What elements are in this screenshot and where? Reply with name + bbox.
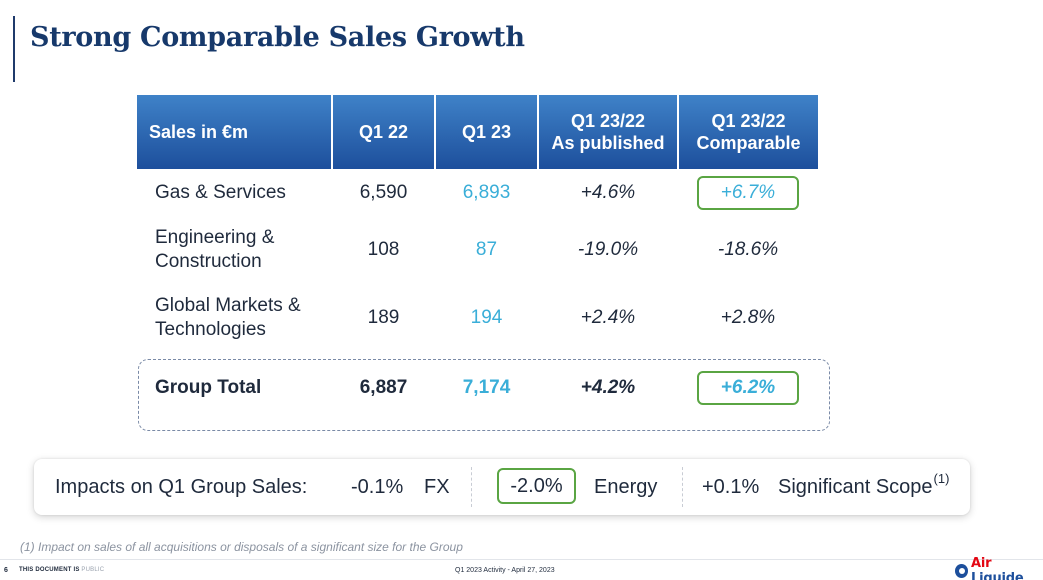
comparable-highlight-box: +6.2%: [697, 371, 799, 405]
header-published-line2: As published: [551, 133, 665, 153]
row-label-line2: Construction: [155, 251, 262, 272]
group-total-frame: [138, 359, 830, 431]
page-number: 6: [4, 567, 8, 574]
table-row-total: Group Total 6,887 7,174 +4.2% +6.2%: [137, 353, 818, 423]
row-label-line2: Technologies: [155, 319, 266, 340]
logo-text: Air Liquide: [971, 556, 1043, 580]
document-classification: THIS DOCUMENT IS PUBLIC: [19, 567, 104, 573]
cell-q1-22: 189: [367, 307, 400, 328]
energy-label: Energy: [594, 476, 658, 498]
air-liquide-logo: Air Liquide: [955, 556, 1043, 580]
table-row: Gas & Services 6,590 6,893 +4.6% +6.7%: [137, 169, 818, 217]
energy-value-box: -2.0%: [497, 468, 576, 504]
scope-footnote-marker: (1): [933, 471, 950, 486]
impacts-divider: [471, 467, 472, 507]
footnote: (1) Impact on sales of all acquisitions …: [20, 540, 463, 554]
row-label-line1: Gas & Services: [155, 182, 286, 203]
row-label: Gas & Services: [137, 169, 332, 217]
classification-status: PUBLIC: [81, 567, 105, 573]
cell-q1-22: 108: [367, 239, 400, 260]
footer-divider: [0, 559, 1043, 560]
cell-published: +4.2%: [580, 377, 636, 398]
comparable-highlight-box: +6.7%: [697, 176, 799, 210]
cell-q1-22: 6,887: [359, 377, 408, 398]
logo-text-b: Liquide: [971, 571, 1024, 580]
header-q1-22: Q1 22: [332, 95, 436, 169]
table-row: Engineering & Construction 108 87 -19.0%…: [137, 217, 818, 283]
logo-text-a: Air: [971, 556, 992, 571]
page-title: Strong Comparable Sales Growth: [30, 22, 525, 53]
table-header-row: Sales in €m Q1 22 Q1 23 Q1 23/22 As publ…: [137, 95, 818, 169]
cell-q1-22: 6,590: [359, 182, 408, 203]
row-label: Global Markets & Technologies: [137, 283, 332, 353]
cell-q1-23: 194: [470, 307, 503, 328]
fx-label: FX: [424, 476, 450, 498]
cell-published: +4.6%: [580, 182, 636, 203]
row-label-line1: Engineering &: [155, 227, 275, 248]
table-row: Global Markets & Technologies 189 194 +2…: [137, 283, 818, 353]
scope-value: +0.1%: [702, 476, 760, 498]
row-label-line1: Global Markets &: [155, 295, 301, 316]
cell-q1-23: 87: [475, 239, 498, 260]
cell-comparable: +6.2%: [678, 353, 818, 423]
footer-presentation-info: Q1 2023 Activity - April 27, 2023: [455, 567, 555, 574]
cell-comparable: -18.6%: [717, 239, 779, 260]
impacts-box: Impacts on Q1 Group Sales: -0.1% FX -2.0…: [34, 459, 970, 515]
header-published: Q1 23/22 As published: [538, 95, 679, 169]
sales-table: Sales in €m Q1 22 Q1 23 Q1 23/22 As publ…: [137, 95, 818, 423]
title-accent-bar: [13, 16, 15, 82]
scope-label: Significant Scope: [778, 476, 933, 498]
header-comparable-line2: Comparable: [696, 133, 801, 153]
cell-q1-23: 7,174: [462, 377, 511, 398]
cell-comparable: +2.8%: [720, 307, 776, 328]
header-q1-23: Q1 23: [435, 95, 539, 169]
logo-mark-icon: [955, 564, 969, 578]
cell-q1-23: 6,893: [462, 182, 511, 203]
row-label: Engineering & Construction: [137, 217, 332, 283]
impacts-label: Impacts on Q1 Group Sales:: [55, 476, 308, 498]
scope-label-group: Significant Scope(1): [778, 459, 949, 515]
row-label-line1: Group Total: [155, 377, 262, 398]
header-sales: Sales in €m: [137, 95, 333, 169]
fx-value: -0.1%: [351, 476, 404, 498]
header-published-line1: Q1 23/22: [570, 111, 646, 131]
cell-published: -19.0%: [577, 239, 639, 260]
header-comparable-line1: Q1 23/22: [711, 111, 786, 131]
cell-published: +2.4%: [580, 307, 636, 328]
classification-label: THIS DOCUMENT IS: [19, 567, 80, 573]
cell-comparable: +6.7%: [678, 169, 818, 217]
row-label: Group Total: [137, 353, 332, 423]
impacts-divider: [682, 467, 683, 507]
header-comparable: Q1 23/22 Comparable: [678, 95, 818, 169]
